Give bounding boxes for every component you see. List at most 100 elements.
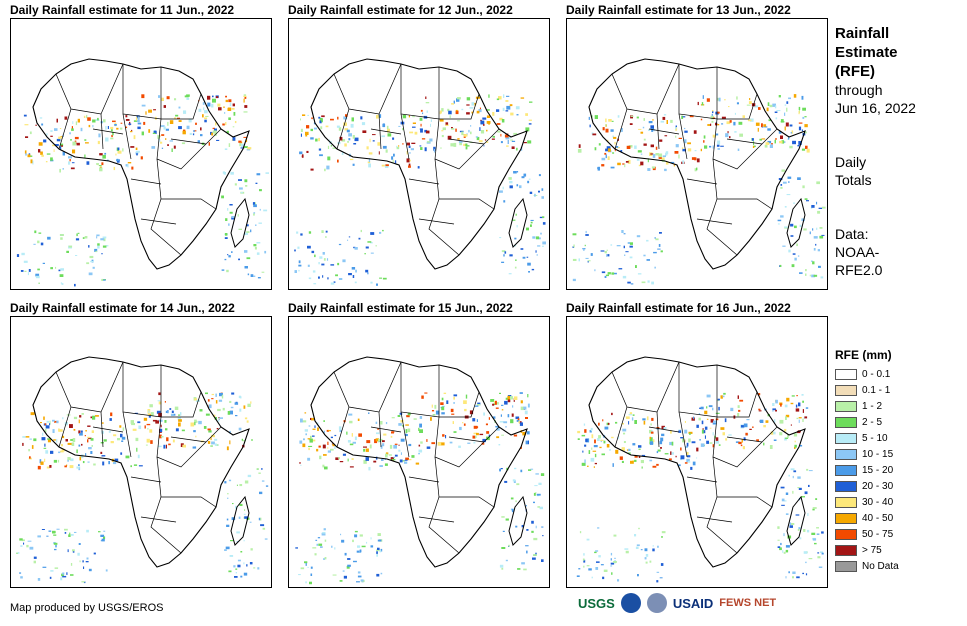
rainfall-pixel — [758, 408, 761, 411]
rainfall-pixel — [241, 141, 243, 144]
rainfall-pixel — [410, 148, 414, 151]
rainfall-pixel — [125, 115, 128, 118]
rainfall-pixel — [804, 491, 808, 495]
rainfall-pixel — [244, 516, 248, 519]
rainfall-pixel — [326, 165, 330, 170]
legend-item: 2 - 5 — [835, 414, 955, 430]
rainfall-pixel — [781, 169, 785, 172]
rainfall-pixel — [215, 122, 217, 126]
rainfall-pixel — [737, 395, 739, 399]
rainfall-pixel — [747, 119, 752, 122]
rainfall-pixel — [819, 235, 824, 239]
rainfall-pixel — [514, 467, 517, 470]
rainfall-pixel — [652, 154, 656, 158]
rainfall-pixel — [357, 575, 362, 578]
rainfall-pixel — [338, 278, 343, 280]
rainfall-pixel — [784, 126, 786, 131]
rainfall-pixel — [93, 463, 96, 466]
africa-map-svg — [576, 356, 824, 583]
rainfall-pixel — [517, 418, 520, 421]
rainfall-pixel — [294, 270, 297, 273]
rainfall-pixel — [706, 418, 709, 420]
rainfall-pixel — [235, 401, 238, 403]
rainfall-pixel — [72, 121, 74, 124]
rainfall-pixel — [199, 409, 203, 412]
side-title-line: Estimate — [835, 44, 898, 61]
rainfall-pixel — [97, 117, 99, 121]
rainfall-pixel — [640, 549, 643, 551]
rainfall-pixel — [376, 573, 380, 577]
rainfall-pixel — [72, 550, 75, 553]
rainfall-pixel — [621, 423, 624, 425]
country-border — [418, 516, 455, 523]
rainfall-pixel — [785, 122, 789, 127]
rainfall-pixel — [658, 153, 663, 158]
rainfall-pixel — [103, 536, 106, 540]
rainfall-pixel — [655, 146, 658, 150]
rainfall-pixel — [100, 238, 105, 241]
rainfall-pixel — [499, 564, 504, 568]
rainfall-pixel — [702, 95, 704, 99]
rainfall-pixel — [384, 463, 388, 466]
africa-coastline — [588, 58, 806, 270]
country-border — [712, 158, 773, 210]
rainfall-pixel — [629, 242, 633, 245]
rainfall-pixel — [207, 399, 210, 402]
rainfall-pixel — [798, 419, 800, 423]
side-title-line: (RFE) — [835, 63, 875, 80]
rainfall-pixel — [202, 102, 205, 105]
rainfall-pixel — [611, 436, 614, 439]
rainfall-pixel — [373, 460, 377, 463]
rainfall-pixel — [753, 145, 756, 148]
rainfall-pixel — [779, 140, 783, 144]
rainfall-pixel — [370, 537, 372, 540]
rainfall-pixel — [670, 119, 673, 123]
rainfall-pixel — [349, 443, 354, 446]
rainfall-pixel — [253, 275, 256, 277]
rainfall-pixel — [94, 248, 98, 252]
rainfall-pixel — [712, 432, 714, 436]
rainfall-pixel — [311, 417, 315, 421]
rainfall-pixel — [621, 447, 625, 451]
rainfall-pixel — [346, 565, 350, 569]
rainfall-pixel — [125, 455, 130, 459]
rainfall-pixel — [591, 447, 593, 450]
rainfall-pixel — [148, 415, 151, 418]
rainfall-pixel — [322, 275, 324, 278]
rainfall-pixel — [537, 245, 541, 247]
rainfall-pixel — [408, 459, 412, 461]
rainfall-pixel — [530, 224, 532, 227]
rainfall-pixel — [629, 256, 633, 259]
rainfall-pixel — [502, 530, 505, 532]
rainfall-pixel — [58, 429, 63, 432]
rainfall-pixel — [583, 248, 585, 251]
rainfall-pixel — [503, 254, 505, 257]
rainfall-pixel — [352, 135, 355, 139]
rainfall-pixel — [781, 140, 785, 144]
rainfall-pixel — [244, 232, 248, 235]
rainfall-pixel — [421, 138, 426, 140]
rainfall-pixel — [66, 572, 68, 575]
rainfall-pixel — [203, 426, 207, 429]
rainfall-pixel — [57, 459, 60, 463]
rainfall-pixel — [72, 549, 75, 552]
rainfall-pixel — [43, 139, 47, 143]
rainfall-pixel — [115, 153, 117, 156]
rainfall-pixel — [785, 576, 787, 579]
rainfall-pixel — [642, 126, 645, 129]
rainfall-pixel — [789, 525, 793, 528]
rainfall-pixel — [326, 258, 329, 261]
rainfall-pixel — [74, 531, 77, 533]
rainfall-pixel — [739, 399, 744, 402]
rainfall-pixel — [370, 242, 373, 244]
rainfall-pixel — [198, 108, 202, 112]
rainfall-pixel — [471, 111, 474, 114]
country-border — [726, 436, 763, 443]
rainfall-pixel — [256, 468, 259, 470]
rainfall-pixel — [402, 127, 404, 131]
rainfall-pixel — [230, 406, 234, 409]
rainfall-pixel — [48, 530, 52, 532]
rainfall-pixel — [234, 576, 238, 578]
rainfall-pixel — [459, 426, 462, 431]
rainfall-pixel — [243, 136, 248, 138]
